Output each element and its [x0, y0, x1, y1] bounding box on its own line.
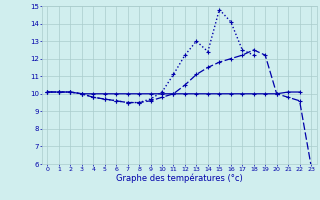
X-axis label: Graphe des températures (°c): Graphe des températures (°c)	[116, 173, 243, 183]
